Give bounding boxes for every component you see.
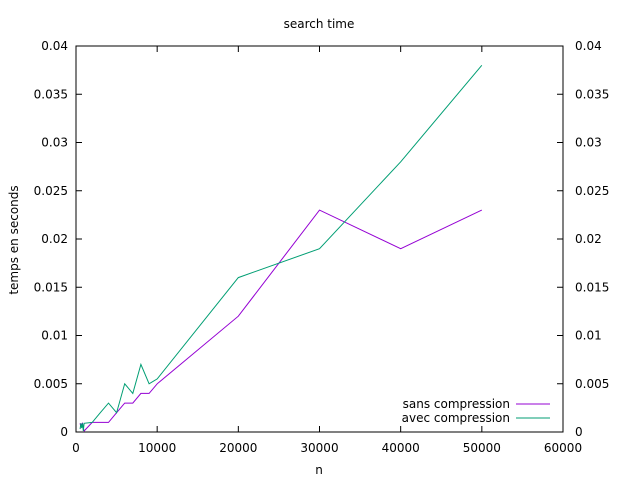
y-tick-label: 0.04	[41, 39, 68, 53]
y2-tick-label: 0.04	[575, 39, 602, 53]
y2-tick-label: 0.01	[575, 329, 602, 343]
y2-tick-label: 0.02	[575, 232, 602, 246]
chart-title: search time	[284, 17, 355, 31]
legend-label: sans compression	[403, 397, 510, 411]
y-axis-label: temps en seconds	[7, 185, 21, 294]
y-tick-label: 0.005	[34, 377, 68, 391]
plot-area: 0 10000 20000 30000 40000 50000 60000 0 0.005 0.0…	[34, 39, 610, 455]
y2-tick-label: 0.025	[575, 184, 609, 198]
x-axis-label: n	[315, 463, 323, 477]
plot-frame	[75, 45, 564, 433]
x-tick-label: 10000	[138, 441, 176, 455]
y2-tick-label: 0.03	[575, 136, 602, 150]
x-tick-label: 0	[72, 441, 80, 455]
y-tick-label: 0.03	[41, 136, 68, 150]
y2-tick-label: 0	[575, 425, 583, 439]
y-tick-label: 0.02	[41, 232, 68, 246]
x-tick-label: 30000	[300, 441, 338, 455]
y-tick-label: 0.015	[34, 280, 68, 294]
y-tick-label: 0.025	[34, 184, 68, 198]
y-tick-label: 0.035	[34, 87, 68, 101]
y-tick-label: 0	[60, 425, 68, 439]
x-tick-label: 50000	[463, 441, 501, 455]
legend-label: avec compression	[402, 411, 510, 425]
y2-tick-label: 0.035	[575, 87, 609, 101]
y2-tick-label: 0.015	[575, 280, 609, 294]
series-line-avec-compression	[79, 64, 483, 432]
x-tick-label: 20000	[219, 441, 257, 455]
x-tick-label: 60000	[544, 441, 582, 455]
x-tick-label: 40000	[382, 441, 420, 455]
y-tick-label: 0.01	[41, 329, 68, 343]
y2-tick-label: 0.005	[575, 377, 609, 391]
